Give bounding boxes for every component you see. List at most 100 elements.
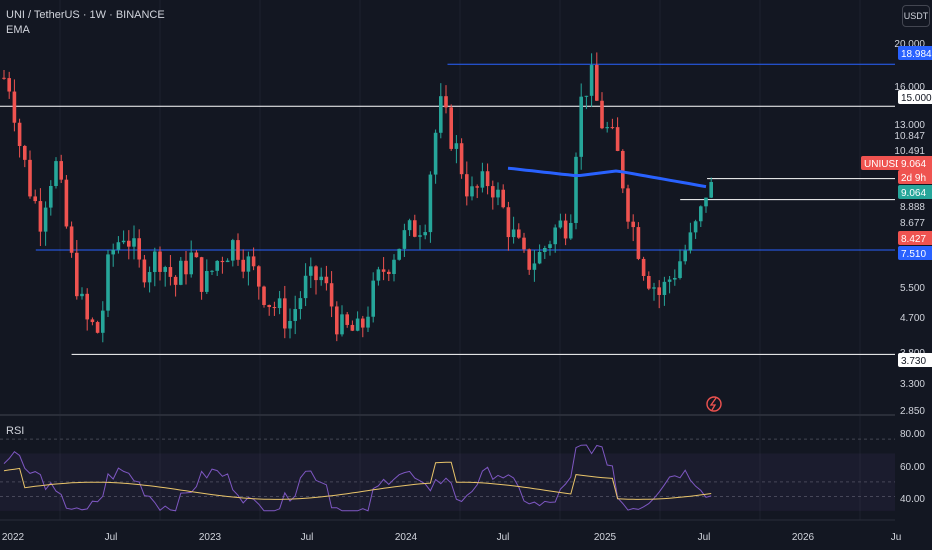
candle <box>699 205 703 228</box>
candle <box>69 221 74 258</box>
candle <box>205 259 209 294</box>
candle <box>673 269 677 286</box>
candle <box>454 135 459 164</box>
candle <box>54 157 58 189</box>
candle <box>626 184 630 229</box>
price-tick: 8.888 <box>900 202 925 213</box>
candle <box>418 225 422 250</box>
alert-icon[interactable] <box>706 396 722 412</box>
candlestick-series <box>2 52 713 343</box>
candle <box>496 182 500 206</box>
price-tick: 20.000 <box>894 39 925 50</box>
candle <box>75 240 79 300</box>
candle <box>236 233 240 266</box>
svg-text:7.510: 7.510 <box>901 249 926 260</box>
candle <box>163 265 167 287</box>
candle <box>283 285 287 339</box>
candle <box>210 270 214 276</box>
price-label: 9.064 <box>898 156 932 170</box>
candle <box>532 250 537 282</box>
candle <box>345 311 349 328</box>
candle <box>485 163 490 195</box>
candle <box>121 230 126 245</box>
price-tick: 2.850 <box>900 406 925 417</box>
candle <box>423 224 427 240</box>
candle <box>548 240 552 256</box>
candle <box>433 129 438 184</box>
svg-text:18.984: 18.984 <box>901 49 932 60</box>
price-label: 7.510 <box>898 246 932 260</box>
candle <box>480 162 485 193</box>
candle <box>127 230 131 260</box>
candle <box>709 177 713 199</box>
candle <box>189 240 193 278</box>
candle <box>179 257 183 286</box>
svg-text:9.064: 9.064 <box>901 159 926 170</box>
price-label: 18.984 <box>898 46 932 60</box>
currency-button[interactable]: USDT <box>902 5 930 27</box>
candle <box>246 251 251 286</box>
candle <box>537 244 542 265</box>
price-tick: 8.677 <box>900 218 925 229</box>
candle <box>23 144 27 168</box>
candle <box>355 311 360 332</box>
candle <box>272 301 277 316</box>
candle <box>335 301 339 342</box>
horizontal-levels[interactable] <box>0 63 895 355</box>
candle <box>543 245 547 259</box>
ema-line <box>507 166 707 189</box>
candle <box>615 117 620 152</box>
candle <box>397 248 401 261</box>
candle <box>194 250 199 258</box>
candle <box>704 197 708 213</box>
price-label: UNIUSDT <box>861 156 909 170</box>
time-tick: 2024 <box>395 532 418 543</box>
candle <box>153 247 157 287</box>
candle <box>64 175 69 229</box>
rsi-label[interactable]: RSI <box>6 425 25 437</box>
candle <box>647 271 651 291</box>
candle <box>444 85 448 114</box>
candle <box>215 260 219 276</box>
candle <box>184 250 188 285</box>
candle <box>459 138 464 179</box>
candle <box>288 308 292 339</box>
candle <box>257 265 261 300</box>
candle <box>293 295 297 335</box>
candle <box>225 258 230 263</box>
price-label: 15.000 <box>898 90 932 104</box>
time-axis[interactable]: 2022 Jul 2023 Jul 2024 Jul 2025 Jul 2026 Ju <box>2 532 901 543</box>
candle <box>324 265 329 291</box>
candle <box>610 118 615 130</box>
candle <box>137 229 141 268</box>
candle <box>428 171 433 243</box>
candle <box>199 256 204 300</box>
candle <box>2 69 6 80</box>
candle <box>667 275 672 294</box>
candle <box>277 290 282 315</box>
grid-lines <box>0 0 932 521</box>
candle <box>350 320 355 332</box>
time-tick: 2023 <box>199 532 222 543</box>
candle <box>641 256 646 281</box>
candle <box>28 150 32 199</box>
candle <box>251 247 256 271</box>
price-tick: 10.491 <box>894 146 925 157</box>
price-tick: 16.000 <box>894 82 925 93</box>
indicator-label-ema[interactable]: EMA <box>6 24 30 36</box>
candle <box>688 222 693 254</box>
candle <box>491 180 495 210</box>
candle <box>439 83 443 139</box>
candle <box>470 176 474 201</box>
candle <box>569 214 573 240</box>
time-tick: 2022 <box>2 532 25 543</box>
candle <box>298 291 303 320</box>
symbol-title[interactable]: UNI / TetherUS · 1W · BINANCE <box>6 9 165 21</box>
price-tick: 10.847 <box>894 131 925 142</box>
time-tick: Ju <box>891 532 902 543</box>
candle <box>111 243 115 267</box>
candle <box>465 161 469 206</box>
price-tick: 5.500 <box>900 283 925 294</box>
